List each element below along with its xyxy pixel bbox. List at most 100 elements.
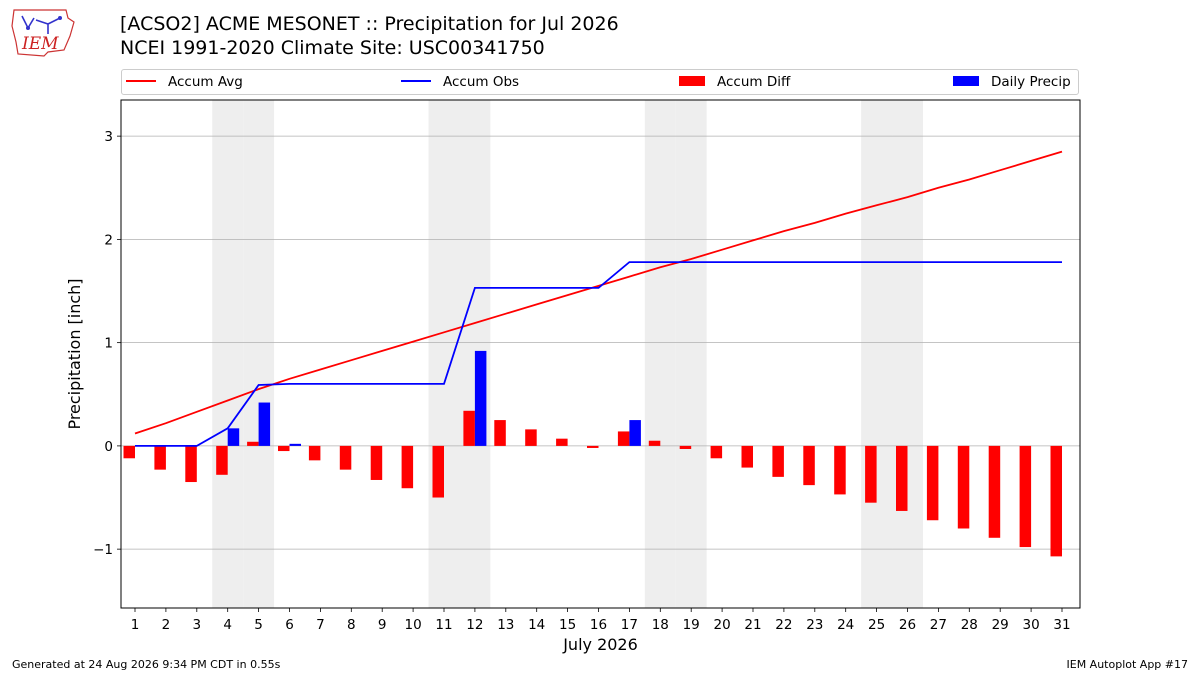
ytick-label: 2	[104, 232, 113, 248]
weekend-shade-day-26	[892, 100, 923, 608]
ytick-label: 0	[104, 439, 113, 455]
accum-diff-bar-day-16	[587, 445, 599, 448]
xtick-label: 31	[1053, 617, 1070, 633]
accum-diff-bar-day-19	[679, 445, 692, 449]
accum-diff-bar-day-10	[401, 445, 414, 489]
xtick-label: 16	[590, 617, 607, 633]
legend-label-accum-obs: Accum Obs	[443, 74, 520, 90]
xtick-label: 23	[806, 617, 823, 633]
weekend-shade-day-18	[644, 100, 676, 608]
xtick-label: 17	[621, 617, 638, 633]
accum-diff-bar-day-3	[185, 445, 197, 483]
xtick-label: 13	[497, 617, 514, 633]
xtick-label: 2	[162, 617, 171, 633]
xtick-label: 9	[378, 617, 387, 633]
xtick-label: 12	[466, 617, 483, 633]
weekend-shade-day-19	[675, 100, 707, 608]
xtick-label: 15	[559, 617, 576, 633]
accum-diff-bar-day-7	[308, 445, 321, 461]
accum-diff-bar-day-14	[525, 429, 537, 446]
accum-diff-bar-day-20	[710, 445, 723, 459]
daily-precip-bar-day-4	[227, 428, 240, 446]
xtick-label: 25	[868, 617, 885, 633]
xtick-label: 4	[223, 617, 232, 633]
accum-diff-bar-day-28	[957, 445, 970, 529]
daily-precip-bar-day-17	[629, 420, 641, 446]
xtick-label: 11	[435, 617, 452, 633]
xtick-label: 3	[193, 617, 202, 633]
xtick-label: 8	[347, 617, 356, 633]
xtick-label: 21	[744, 617, 761, 633]
accum-diff-bar-day-5	[247, 441, 259, 446]
legend-swatch-accum-diff	[679, 76, 705, 86]
xtick-label: 19	[683, 617, 700, 633]
xtick-label: 29	[992, 617, 1009, 633]
xtick-label: 28	[961, 617, 978, 633]
legend-swatch-accum-obs	[401, 80, 431, 82]
title-line-1: [ACSO2] ACME MESONET :: Precipitation fo…	[120, 13, 619, 35]
daily-precip-bar-day-6	[289, 443, 301, 446]
accum-diff-bar-day-12	[463, 410, 475, 446]
weekend-shade-day-11	[428, 100, 460, 608]
weekend-shade-day-4	[212, 100, 244, 608]
legend-item-accum-obs: Accum Obs	[401, 73, 519, 91]
accum-diff-bar-day-8	[339, 445, 352, 470]
chart-legend: Accum Avg Accum Obs Accum Diff Daily Pre…	[121, 69, 1079, 95]
accum-diff-bar-day-13	[494, 420, 506, 446]
x-axis-label: July 2026	[562, 635, 638, 654]
ytick-label: 3	[104, 129, 113, 145]
accum-diff-bar-day-9	[370, 445, 383, 480]
legend-swatch-accum-avg	[126, 80, 156, 82]
accum-diff-bar-day-29	[988, 445, 1001, 538]
xtick-label: 1	[131, 617, 140, 633]
xtick-label: 10	[405, 617, 422, 633]
xtick-label: 20	[714, 617, 731, 633]
xtick-label: 7	[316, 617, 325, 633]
legend-item-daily-precip: Daily Precip	[953, 73, 1071, 91]
accum-diff-bar-day-18	[648, 440, 661, 446]
accum-diff-bar-day-26	[896, 445, 908, 511]
accum-diff-bar-day-30	[1019, 445, 1032, 548]
title-line-2: NCEI 1991-2020 Climate Site: USC00341750	[120, 37, 545, 59]
accum-avg-line	[134, 150, 1063, 435]
xtick-label: 5	[254, 617, 263, 633]
accum-diff-bar-day-2	[154, 445, 166, 470]
legend-label-accum-avg: Accum Avg	[168, 74, 243, 90]
weekend-shade-day-25	[861, 100, 893, 608]
y-axis-label: Precipitation [inch]	[65, 278, 84, 429]
legend-item-accum-diff: Accum Diff	[679, 73, 790, 91]
legend-label-accum-diff: Accum Diff	[717, 74, 791, 90]
daily-precip-bar-day-12	[474, 350, 487, 446]
accum-diff-bar-day-23	[803, 445, 815, 486]
xtick-label: 27	[930, 617, 947, 633]
accum-diff-bar-day-11	[432, 445, 444, 498]
accum-diff-bar-day-6	[278, 445, 290, 452]
accum-diff-bar-day-15	[556, 438, 568, 446]
xtick-label: 6	[285, 617, 294, 633]
accum-diff-bar-day-1	[123, 445, 135, 459]
accum-diff-bar-day-27	[926, 445, 939, 521]
accum-obs-line	[135, 261, 1062, 447]
legend-swatch-daily-precip	[953, 76, 979, 86]
accum-diff-bar-day-4	[216, 445, 228, 475]
app-credit: IEM Autoplot App #17	[1066, 658, 1189, 671]
generated-note: Generated at 24 Aug 2026 9:34 PM CDT in …	[12, 658, 281, 671]
daily-precip-bar-day-5	[258, 402, 271, 446]
xtick-label: 18	[652, 617, 669, 633]
xtick-label: 22	[775, 617, 792, 633]
ytick-label: −1	[93, 542, 113, 558]
accum-diff-bar-day-24	[834, 445, 846, 495]
accum-diff-bar-day-21	[741, 445, 753, 468]
accum-diff-bar-day-22	[772, 445, 784, 477]
iem-logo: IEM	[8, 6, 80, 60]
chart-title: [ACSO2] ACME MESONET :: Precipitation fo…	[120, 12, 619, 60]
ytick-label: 1	[104, 336, 113, 352]
legend-item-accum-avg: Accum Avg	[126, 73, 243, 91]
xtick-label: 24	[837, 617, 854, 633]
plot-frame	[120, 99, 1081, 609]
xtick-label: 14	[528, 617, 545, 633]
logo-text: IEM	[21, 34, 59, 54]
xtick-label: 26	[899, 617, 916, 633]
weekend-shade-day-5	[243, 100, 275, 608]
